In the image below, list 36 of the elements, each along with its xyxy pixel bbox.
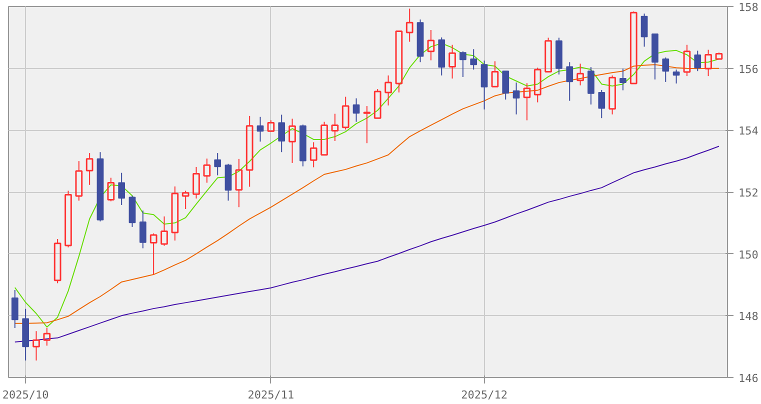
- candlestick: [256, 116, 264, 142]
- candlestick: [363, 106, 371, 144]
- candlestick: [512, 82, 520, 115]
- y-tick-label: 146: [738, 372, 758, 385]
- y-tick-label: 152: [738, 186, 758, 200]
- candlestick: [32, 330, 40, 361]
- candlestick: [288, 118, 296, 164]
- candlestick: [566, 62, 574, 102]
- candlestick: [352, 98, 360, 122]
- candlestick: [214, 152, 222, 176]
- candlestick: [22, 308, 29, 361]
- candlestick: [427, 29, 435, 61]
- candlestick: [448, 44, 456, 80]
- candlestick: [576, 63, 584, 86]
- candlestick: [331, 113, 339, 142]
- x-tick-label: 2025/11: [248, 388, 294, 402]
- candlestick: [118, 172, 126, 206]
- x-tick-label: 2025/12: [461, 388, 508, 402]
- candlestick: [310, 142, 318, 168]
- candlestick: [406, 8, 414, 42]
- candlestick: [384, 74, 392, 106]
- candlestick: [235, 158, 243, 208]
- y-tick-label: 154: [738, 124, 759, 138]
- candlestick: [620, 68, 626, 91]
- candlestick: [278, 114, 286, 153]
- y-tick-label: 148: [738, 310, 758, 324]
- candlestick: [246, 115, 254, 188]
- y-tick-label: 156: [738, 62, 758, 76]
- candlestick: [640, 13, 648, 48]
- candlestick: [11, 290, 18, 329]
- candlestick: [128, 195, 136, 228]
- y-tick-label: 150: [738, 248, 758, 262]
- y-tick-label: 158: [738, 1, 758, 14]
- candlestick: [139, 210, 146, 249]
- x-tick-label: 2025/10: [2, 388, 49, 402]
- candlestick: [470, 48, 478, 70]
